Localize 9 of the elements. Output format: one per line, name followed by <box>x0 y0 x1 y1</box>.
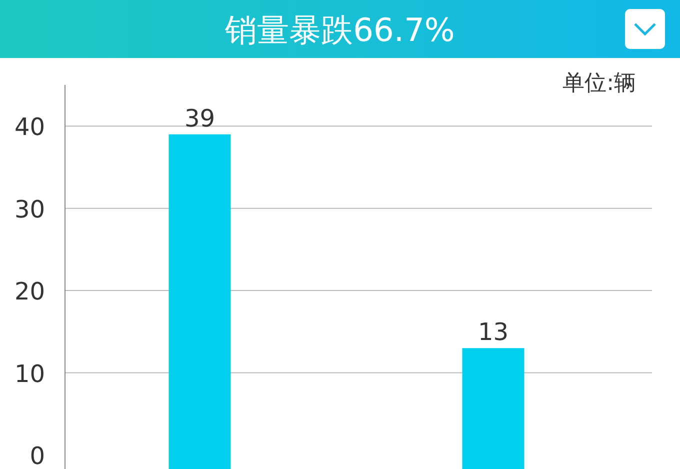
annotation: 单位:辆 <box>562 71 636 96</box>
data-label: 13 <box>478 318 509 346</box>
y-tick-label: 0 <box>30 442 45 469</box>
data-label: 39 <box>184 104 216 132</box>
chart-title: 销量暴跌66.7% <box>224 11 455 49</box>
y-tick-label: 20 <box>14 278 45 306</box>
y-tick-label: 30 <box>14 195 45 224</box>
y-tick-label: 40 <box>14 113 45 142</box>
y-tick-label: 10 <box>14 360 45 388</box>
